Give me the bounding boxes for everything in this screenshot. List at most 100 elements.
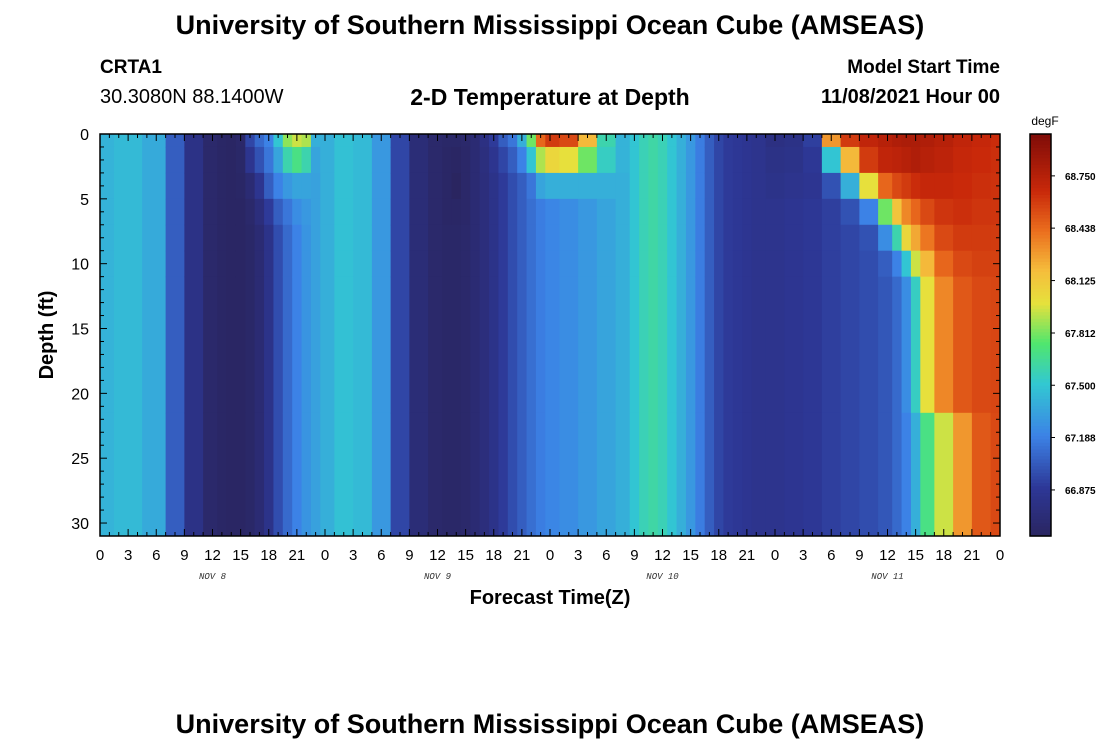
- colorbar-swatch: [1030, 190, 1051, 195]
- heatmap-cell: [235, 412, 246, 536]
- heatmap-cell: [821, 172, 842, 200]
- heatmap-cell: [217, 134, 228, 148]
- heatmap-cell: [878, 146, 893, 174]
- x-tick-label: 12: [879, 547, 896, 564]
- colorbar-swatch: [1030, 170, 1051, 175]
- heatmap-cell: [334, 146, 354, 174]
- y-tick-label: 5: [80, 192, 89, 209]
- heatmap-cell: [615, 412, 631, 536]
- heatmap-cell: [615, 250, 631, 278]
- heatmap-cell: [371, 412, 392, 536]
- heatmap-cell: [489, 198, 500, 226]
- heatmap-cell: [901, 172, 912, 200]
- y-tick-label: 10: [71, 257, 89, 274]
- heatmap-cell: [714, 146, 725, 174]
- heatmap-cell: [479, 250, 490, 278]
- heatmap-cell: [507, 412, 518, 536]
- heatmap-cell: [451, 198, 462, 226]
- heatmap-cell: [878, 172, 893, 200]
- heatmap-cell: [723, 250, 734, 278]
- heatmap-cell: [953, 172, 973, 200]
- heatmap-cell: [320, 224, 335, 252]
- heatmap-cell: [784, 198, 804, 226]
- heatmap-cell: [142, 412, 167, 536]
- heatmap-cell: [460, 172, 471, 200]
- heatmap-cell: [371, 172, 392, 200]
- x-tick-label: 6: [827, 547, 835, 564]
- heatmap-cell: [990, 134, 1000, 148]
- colorbar-swatch: [1030, 522, 1051, 527]
- heatmap-cell: [615, 172, 631, 200]
- heatmap-cell: [723, 146, 734, 174]
- heatmap-cell: [535, 146, 546, 174]
- heatmap-cell: [203, 172, 218, 200]
- heatmap-cell: [578, 276, 598, 414]
- colorbar-swatch: [1030, 227, 1051, 232]
- heatmap-cell: [751, 172, 767, 200]
- heatmap-cell: [695, 224, 706, 252]
- heatmap-cell: [953, 276, 973, 414]
- heatmap-cell: [657, 146, 668, 174]
- station-id: CRTA1: [100, 57, 162, 78]
- heatmap-cell: [953, 224, 973, 252]
- heatmap-cell: [723, 276, 734, 414]
- heatmap-cell: [203, 146, 218, 174]
- heatmap-cell: [971, 172, 992, 200]
- heatmap-cell: [114, 172, 143, 200]
- heatmap-cell: [578, 198, 598, 226]
- heatmap-cell: [226, 172, 237, 200]
- heatmap-cell: [142, 276, 167, 414]
- heatmap-cell: [442, 276, 453, 414]
- heatmap-cell: [934, 224, 954, 252]
- heatmap-cell: [657, 250, 668, 278]
- heatmap-cell: [704, 250, 715, 278]
- heatmap-cell: [840, 146, 860, 174]
- heatmap-cell: [235, 198, 246, 226]
- heatmap-cell: [704, 146, 715, 174]
- colorbar-swatch: [1030, 442, 1051, 447]
- colorbar-swatch: [1030, 475, 1051, 480]
- heatmap-cell: [545, 134, 560, 148]
- heatmap-cell: [751, 412, 767, 536]
- heatmap-cell: [821, 250, 842, 278]
- heatmap-cell: [165, 146, 185, 174]
- colorbar-swatch: [1030, 321, 1051, 326]
- heatmap-cell: [273, 276, 284, 414]
- colorbar-swatch: [1030, 288, 1051, 293]
- heatmap-cell: [971, 198, 992, 226]
- heatmap-cell: [489, 172, 500, 200]
- heatmap-cell: [784, 134, 804, 148]
- heatmap-cell: [667, 276, 678, 414]
- colorbar-swatch: [1030, 314, 1051, 319]
- colorbar-swatch: [1030, 532, 1051, 537]
- heatmap-cell: [535, 134, 546, 148]
- heatmap-cell: [901, 250, 912, 278]
- heatmap-cell: [803, 172, 823, 200]
- heatmap-cell: [695, 134, 706, 148]
- heatmap-cell: [784, 146, 804, 174]
- heatmap-cell: [390, 134, 410, 148]
- colorbar-swatch: [1030, 378, 1051, 383]
- colorbar-swatch: [1030, 217, 1051, 222]
- heatmap-cell: [320, 172, 335, 200]
- heatmap-cell: [184, 276, 204, 414]
- heatmap-cell: [892, 224, 903, 252]
- heatmap-cell: [596, 198, 617, 226]
- heatmap-cell: [442, 146, 453, 174]
- heatmap-cell: [226, 224, 237, 252]
- colorbar-tick-label: 68.125: [1065, 277, 1096, 288]
- heatmap-cell: [803, 134, 823, 148]
- heatmap-cell: [292, 276, 303, 414]
- heatmap-cell: [910, 412, 921, 536]
- heatmap-cell: [821, 276, 842, 414]
- colorbar-swatch: [1030, 415, 1051, 420]
- heatmap-cell: [859, 276, 879, 414]
- heatmap-cell: [428, 146, 443, 174]
- heatmap-cell: [639, 146, 650, 174]
- heatmap-cell: [460, 198, 471, 226]
- heatmap-cell: [165, 134, 185, 148]
- heatmap-cell: [301, 134, 312, 148]
- heatmap-cell: [264, 198, 275, 226]
- heatmap-cell: [578, 172, 598, 200]
- heatmap-cell: [390, 146, 410, 174]
